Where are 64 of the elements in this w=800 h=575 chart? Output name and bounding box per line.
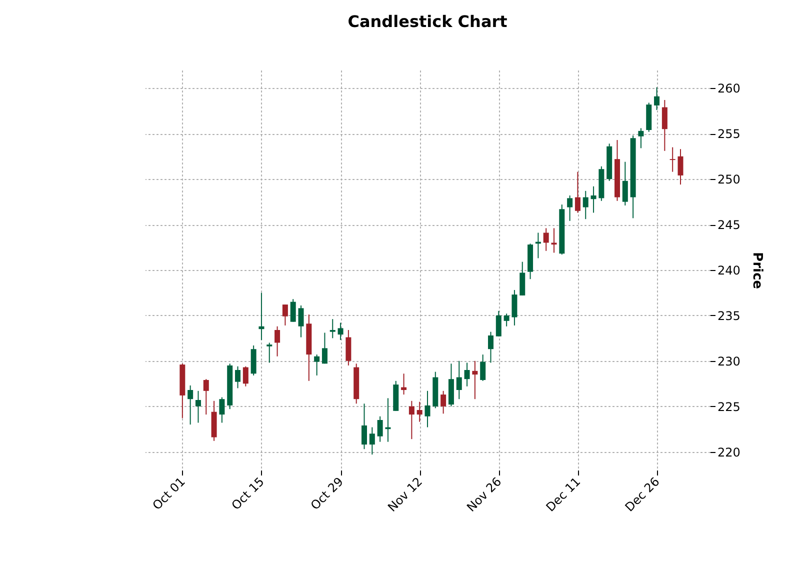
candlestick	[195, 390, 201, 424]
candlestick	[662, 100, 668, 152]
candlestick	[512, 290, 518, 326]
candlestick	[670, 146, 676, 172]
x-tick-label: Oct 01	[150, 474, 188, 513]
candlestick	[290, 298, 296, 322]
candlestick	[338, 322, 344, 340]
candlestick	[543, 228, 549, 252]
x-tick-label: Oct 29	[308, 474, 346, 513]
candlestick	[377, 416, 383, 442]
y-tick-label: 230	[718, 354, 740, 368]
candlestick	[346, 330, 352, 366]
candlestick	[274, 326, 280, 357]
candlestick	[369, 426, 375, 456]
y-tick-label: 225	[718, 400, 740, 414]
candlestick	[266, 342, 272, 364]
candlestick	[567, 194, 573, 222]
x-tick-label: Dec 11	[543, 474, 584, 514]
candlestick	[574, 171, 580, 214]
candlestick	[504, 313, 510, 327]
candlestick	[590, 186, 596, 214]
candlestick	[188, 384, 194, 426]
candlestick	[242, 366, 248, 387]
candlestick	[282, 304, 288, 326]
candlestick	[401, 373, 407, 396]
candlestick	[330, 318, 336, 339]
candlestick	[235, 366, 241, 389]
y-tick-label: 250	[718, 172, 740, 187]
candlestick	[456, 360, 462, 400]
chart-title: Candlestick Chart	[348, 12, 508, 31]
candlestick	[488, 331, 494, 364]
candlestick	[622, 161, 628, 206]
candlestick	[520, 261, 526, 296]
x-tick-label: Nov 12	[385, 474, 426, 515]
candlestick	[582, 190, 588, 220]
y-tick-label: 220	[718, 445, 740, 460]
candlestick	[654, 86, 660, 110]
y-axis-title: Price	[749, 252, 764, 290]
y-tick-label: 240	[718, 264, 740, 278]
y-tick-label: 260	[718, 82, 740, 96]
candlestick	[298, 304, 304, 338]
candlestick	[314, 354, 320, 376]
candlestick	[258, 292, 264, 340]
candlestick	[480, 354, 486, 382]
y-tick-label: 235	[718, 308, 740, 323]
candlestick	[362, 403, 367, 450]
candlestick	[440, 390, 446, 414]
candlestick	[203, 378, 209, 416]
candlestick	[496, 310, 502, 337]
y-tick-label: 255	[718, 127, 740, 142]
candlestick	[219, 396, 225, 424]
candlestick	[424, 390, 430, 428]
x-tick-label: Dec 26	[622, 474, 662, 514]
candlestick	[464, 362, 470, 387]
y-tick-label: 245	[718, 218, 740, 232]
x-tick-label: Nov 26	[464, 474, 504, 515]
candlestick	[322, 332, 328, 364]
candlestick	[416, 401, 422, 422]
candlestick	[678, 148, 684, 186]
candlestick	[638, 128, 644, 149]
candlestick	[408, 400, 414, 440]
x-tick-label: Oct 15	[228, 474, 267, 513]
candlestick	[551, 228, 557, 254]
candlestick	[472, 360, 478, 400]
